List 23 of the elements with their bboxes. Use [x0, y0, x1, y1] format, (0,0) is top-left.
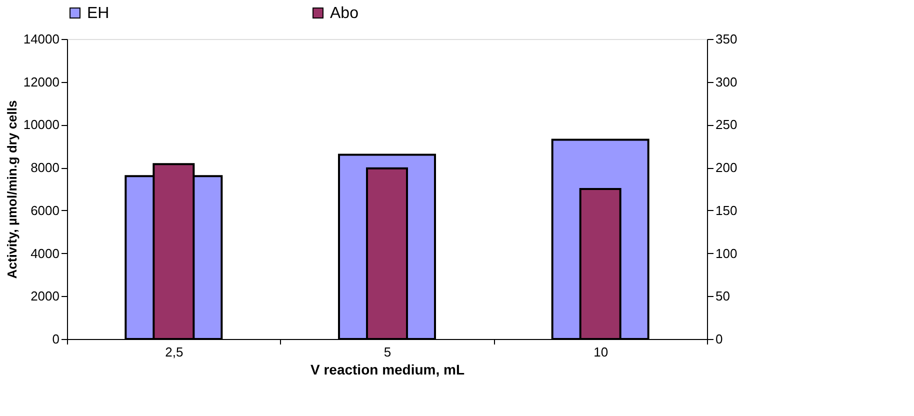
y-tick-label: 4000 — [30, 246, 60, 261]
y2-tick-label: 50 — [716, 288, 730, 304]
legend-label: EH — [87, 5, 110, 22]
y-tick-label: 8000 — [30, 160, 60, 176]
y2-tick-label: 0 — [716, 332, 723, 346]
y-tick-label: 12000 — [23, 74, 60, 90]
y-tick-label: 0 — [52, 332, 60, 346]
y2-tick-label: 300 — [716, 74, 738, 90]
y2-tick-label: 200 — [716, 160, 738, 176]
y2-tick-label: 100 — [716, 246, 738, 261]
y-tick-label: 2000 — [30, 288, 60, 304]
y2-tick-label: 150 — [716, 202, 738, 218]
y-tick-label: 14000 — [23, 32, 60, 46]
y-axis-title: Activity, µmol/min.g dry cells — [4, 100, 20, 279]
x-tick-label: 2,5 — [165, 344, 184, 360]
y2-tick-label: 250 — [716, 117, 738, 132]
x-tick-label: 10 — [594, 344, 608, 360]
legend-label: Abo — [330, 5, 359, 22]
y-tick-label: 6000 — [30, 202, 60, 218]
y2-tick-label: 350 — [716, 32, 738, 46]
x-tick-label: 5 — [384, 344, 392, 360]
x-axis-title: V reaction medium, mL — [310, 362, 465, 378]
y-tick-label: 10000 — [23, 117, 60, 132]
